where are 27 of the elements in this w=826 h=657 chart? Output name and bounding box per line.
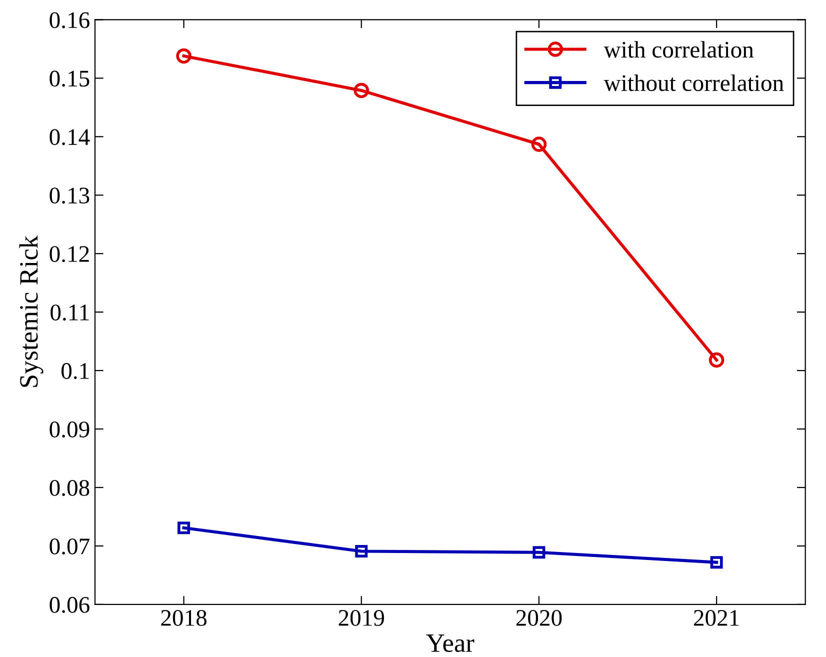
x-axis-title: Year <box>426 634 474 652</box>
x-tick-label: 2018 <box>161 610 206 626</box>
point <box>176 48 192 64</box>
y-tick-label: 0.08 <box>50 480 90 496</box>
point <box>178 522 190 534</box>
legend-label: with correlation <box>604 41 754 58</box>
y-tick-label: 0.12 <box>50 246 89 262</box>
y-tick-label: 0.11 <box>50 304 89 321</box>
y-tick-label: 0.07 <box>50 538 90 554</box>
point <box>354 82 370 98</box>
point <box>710 556 723 569</box>
y-tick-label: 0.1 <box>62 363 89 380</box>
y-tick-label: 0.15 <box>50 70 90 87</box>
y-tick-label: 0.14 <box>50 129 90 146</box>
point <box>531 136 547 152</box>
y-tick-label: 0.13 <box>50 188 90 204</box>
y-axis-title: Systemic Rick <box>19 235 44 387</box>
point <box>532 546 546 559</box>
y-tick-label: 0.16 <box>50 12 90 28</box>
legend-label: without correlation <box>604 74 784 92</box>
x-tick-label: 2020 <box>516 610 562 626</box>
x-tick-label: 2019 <box>338 610 384 626</box>
x-tick-label: 2021 <box>694 610 739 626</box>
y-tick-label: 0.06 <box>50 596 90 613</box>
point <box>708 352 724 368</box>
y-tick-label: 0.09 <box>50 422 90 438</box>
point <box>355 544 368 558</box>
